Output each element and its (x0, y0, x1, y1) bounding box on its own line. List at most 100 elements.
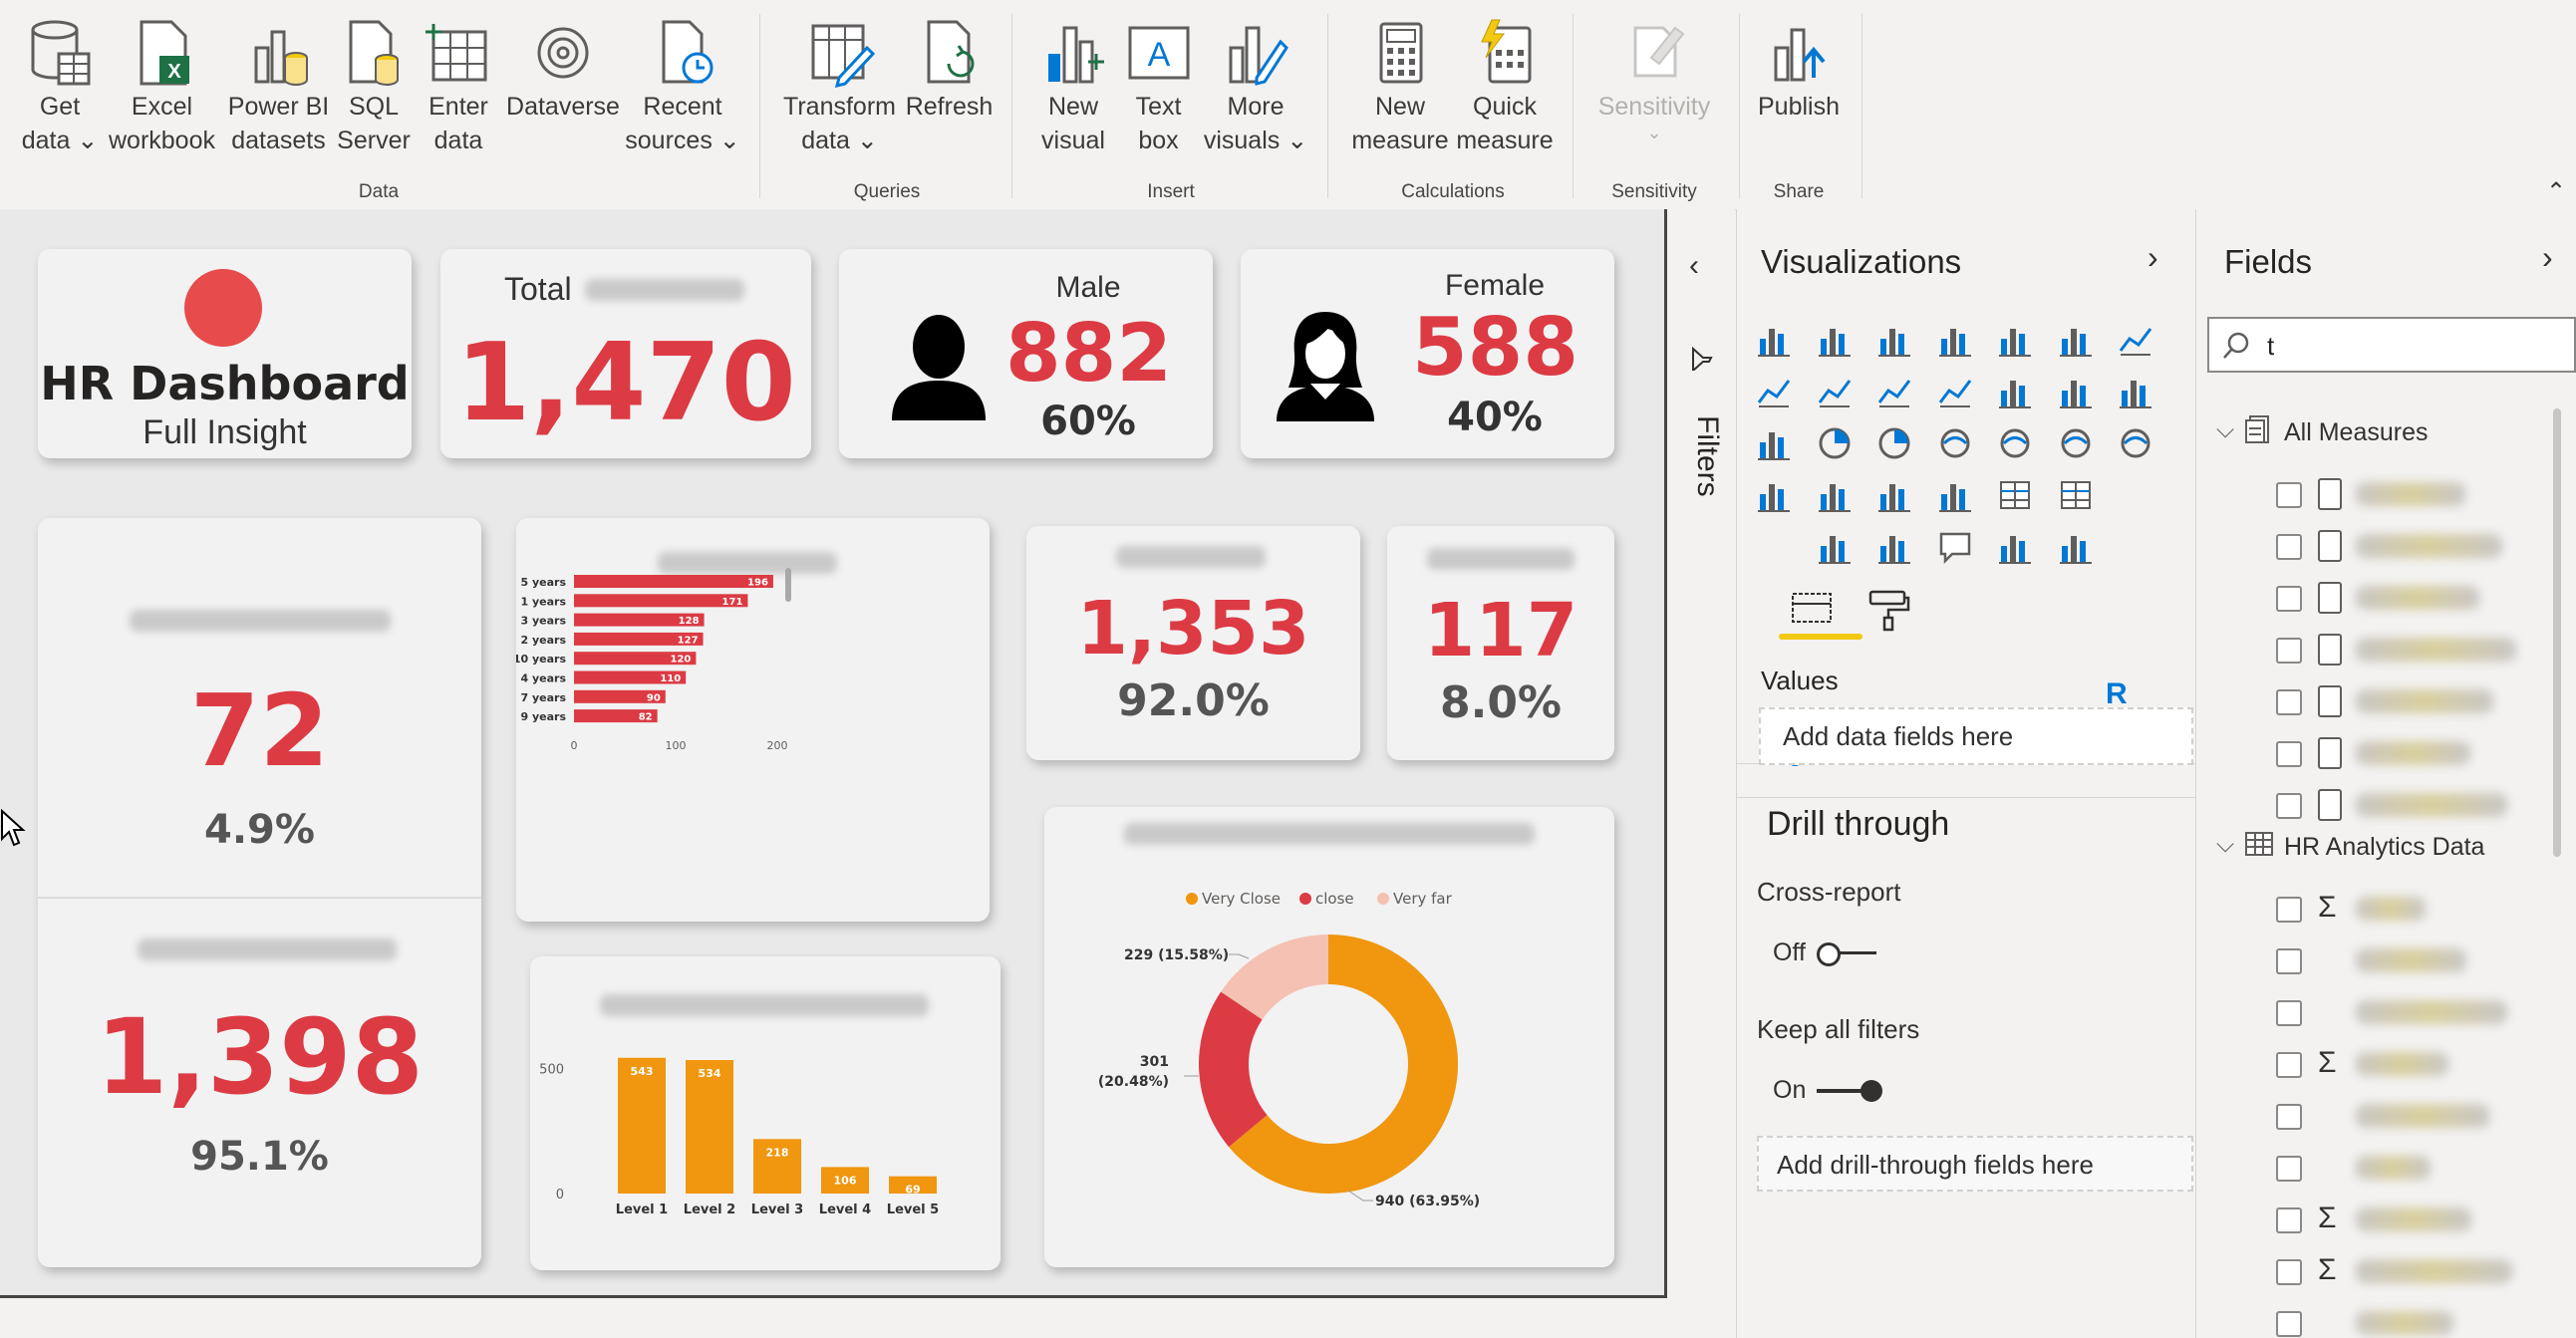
total-card[interactable]: Total 1,470 (440, 249, 811, 458)
new-measure-button[interactable]: New measure (1345, 18, 1455, 157)
female-card[interactable]: Female 588 40% (1241, 249, 1614, 458)
treemap-icon[interactable] (1936, 424, 1974, 462)
tab-build-fields[interactable] (1779, 588, 1862, 640)
job-level-chart-card[interactable]: 0 500 543 Level 1 534 Level 2 218 Level 3 106 Lev… (530, 956, 1001, 1270)
field-checkbox[interactable] (2276, 1259, 2302, 1285)
left-top-value: 72 (189, 672, 330, 789)
field-checkbox[interactable] (2276, 534, 2302, 560)
title-card[interactable]: HR Dashboard Full Insight (38, 249, 412, 458)
r-visual-icon[interactable]: R (2106, 677, 2128, 710)
ribbon-chart-icon[interactable] (1996, 373, 2034, 410)
blurred-field-name (2356, 948, 2466, 972)
paginated-report-icon[interactable] (2057, 528, 2095, 566)
filled-map-icon[interactable] (2057, 424, 2095, 462)
smart-narrative-icon[interactable] (1996, 528, 2034, 566)
kpi-icon[interactable] (1875, 476, 1913, 514)
field-checkbox[interactable] (2276, 1311, 2302, 1337)
field-checkbox[interactable] (2276, 948, 2302, 974)
100pct-column-icon[interactable] (2057, 321, 2095, 359)
recent-sources-button[interactable]: Recent sources ⌄ (623, 18, 742, 157)
bar-category-label: Level 1 (616, 1203, 668, 1217)
dataverse-icon (528, 18, 598, 88)
sensitivity-button[interactable]: Sensitivity ⌄ (1589, 18, 1719, 141)
table-visual-icon[interactable] (1996, 476, 2034, 514)
table-all-measures[interactable]: All Measures (2284, 418, 2429, 446)
fields-search-input[interactable]: t (2207, 317, 2576, 373)
slicer-icon[interactable] (1936, 476, 1974, 514)
quick-measure-button[interactable]: Quick measure (1450, 18, 1560, 157)
values-drop-zone[interactable]: Add data fields here (1759, 707, 2193, 765)
keep-all-filters-toggle[interactable] (1817, 1080, 1884, 1102)
area-chart-icon[interactable] (1755, 373, 1793, 410)
100pct-bar-icon[interactable] (1996, 321, 2034, 359)
field-checkbox[interactable] (2276, 1207, 2302, 1233)
scatter-icon[interactable] (1755, 424, 1793, 462)
report-canvas[interactable]: HR Dashboard Full Insight Total 1,470 Ma… (0, 209, 1667, 1298)
field-checkbox[interactable] (2276, 586, 2302, 612)
text-box-button[interactable]: A Text box (1116, 18, 1201, 157)
stacked-column-icon[interactable] (1816, 321, 1854, 359)
multirow-card-icon[interactable] (1816, 476, 1854, 514)
cross-report-toggle[interactable] (1817, 942, 1878, 966)
funnel-icon[interactable] (2117, 373, 2154, 410)
line-clustered-icon[interactable] (1936, 373, 1974, 410)
field-checkbox[interactable] (2276, 1156, 2302, 1182)
collapse-fields-icon[interactable]: › (2542, 239, 2553, 275)
drill-through-drop-zone[interactable]: Add drill-through fields here (1757, 1136, 2193, 1192)
filters-pane-collapsed[interactable]: ‹ Filters (1667, 209, 1735, 1338)
sql-server-button[interactable]: SQL Server (334, 18, 414, 157)
male-pct: 60% (1040, 399, 1136, 444)
dataverse-button[interactable]: Dataverse (503, 18, 623, 124)
gauge-icon[interactable] (2117, 424, 2154, 462)
get-data-button[interactable]: Get data ⌄ (10, 18, 110, 157)
line-column-icon[interactable] (1875, 373, 1913, 410)
matrix-icon[interactable] (2057, 476, 2095, 514)
kpi-b-card[interactable]: 117 8.0% (1387, 526, 1614, 760)
more-visuals-button[interactable]: More visuals ⌄ (1201, 18, 1310, 157)
left-kpi-card[interactable]: 72 4.9% 1,398 95.1% (38, 518, 481, 1267)
field-checkbox[interactable] (2276, 897, 2302, 923)
field-checkbox[interactable] (2276, 638, 2302, 664)
clustered-column-icon[interactable] (1936, 321, 1974, 359)
decomposition-tree-icon[interactable] (1875, 528, 1913, 566)
transform-data-button[interactable]: Transform data ⌄ (777, 18, 902, 157)
field-checkbox[interactable] (2276, 793, 2302, 819)
male-card[interactable]: Male 882 60% (839, 249, 1213, 458)
publish-button[interactable]: Publish (1749, 18, 1849, 124)
years-bar-chart-card[interactable]: 5 years 196 1 years 171 3 years 128 2 years 127… (516, 518, 990, 922)
waterfall-icon[interactable] (2057, 373, 2095, 410)
field-checkbox[interactable] (2276, 1000, 2302, 1026)
tab-format[interactable] (1864, 588, 1912, 637)
expand-filters-icon[interactable]: ‹ (1689, 249, 1699, 282)
expand-all-measures-icon[interactable]: ⌵ (2216, 416, 2235, 443)
field-checkbox[interactable] (2276, 689, 2302, 715)
distance-donut-card[interactable]: Very Close close Very far 940 (63.95%) 301 (2… (1044, 807, 1614, 1267)
expand-hr-table-icon[interactable]: ⌵ (2216, 831, 2235, 858)
line-chart-icon[interactable] (2117, 321, 2154, 359)
qna-icon[interactable] (1936, 528, 1974, 566)
collapse-ribbon-icon[interactable]: ⌃ (2546, 178, 2567, 205)
clustered-bar-icon[interactable] (1875, 321, 1913, 359)
stacked-area-icon[interactable] (1816, 373, 1854, 410)
refresh-button[interactable]: Refresh (902, 18, 997, 124)
donut-chart-icon[interactable] (1875, 424, 1913, 462)
collapse-viz-icon[interactable]: › (2147, 239, 2158, 275)
field-checkbox[interactable] (2276, 1052, 2302, 1078)
field-checkbox[interactable] (2276, 482, 2302, 508)
kpi-a-card[interactable]: 1,353 92.0% (1026, 526, 1360, 760)
table-hr-analytics-data[interactable]: HR Analytics Data (2284, 833, 2485, 861)
field-checkbox[interactable] (2276, 1104, 2302, 1130)
fields-scrollbar[interactable] (2553, 408, 2561, 857)
key-influencers-icon[interactable] (1816, 528, 1854, 566)
pie-chart-icon[interactable] (1816, 424, 1854, 462)
excel-workbook-button[interactable]: X Excel workbook (105, 18, 219, 157)
enter-data-button[interactable]: Enter data (419, 18, 498, 157)
map-icon[interactable] (1996, 424, 2034, 462)
card-icon[interactable] (1755, 476, 1793, 514)
new-visual-button[interactable]: New visual (1028, 18, 1118, 157)
bar (574, 709, 658, 723)
field-checkbox[interactable] (2276, 741, 2302, 767)
stacked-bar-icon[interactable] (1755, 321, 1793, 359)
powerbi-datasets-button[interactable]: Power BI datasets (221, 18, 336, 157)
bar-value-label: 534 (699, 1067, 721, 1080)
